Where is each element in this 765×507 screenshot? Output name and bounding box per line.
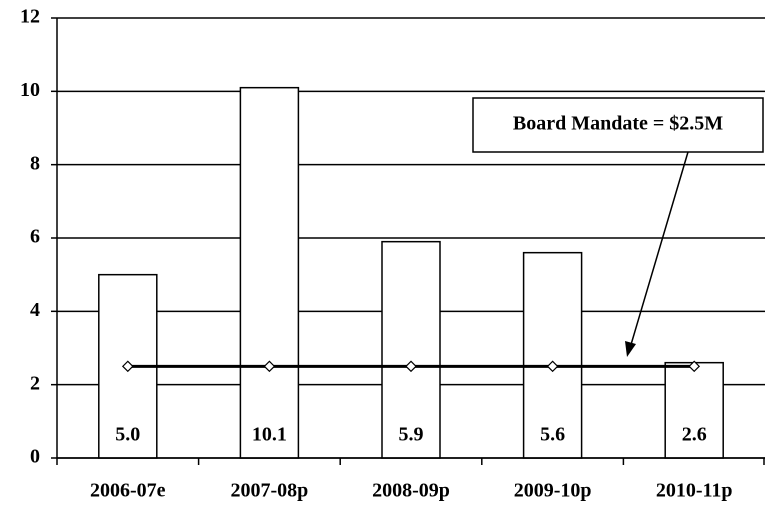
y-tick-label: 2 xyxy=(30,372,40,394)
bar xyxy=(381,240,441,459)
y-tick-label: 0 xyxy=(30,446,40,468)
data-label: 10.1 xyxy=(252,424,287,446)
y-tick-label: 10 xyxy=(20,79,40,101)
x-tick-label: 2010-11p xyxy=(656,480,733,502)
annotation-box xyxy=(472,97,764,153)
annotation: Board Mandate = $2.5M xyxy=(513,113,723,135)
annotation-arrow xyxy=(629,151,689,349)
bar xyxy=(522,251,583,459)
line-marker xyxy=(263,360,276,373)
x-tick-label: 2008-09p xyxy=(372,480,450,502)
annotation-arrowhead xyxy=(625,341,636,357)
y-tick-label: 8 xyxy=(30,152,40,174)
y-tick-label: 6 xyxy=(30,226,40,248)
y-tick-label: 4 xyxy=(30,299,40,321)
line-marker xyxy=(688,360,701,373)
data-label: 5.0 xyxy=(115,424,140,446)
data-label: 5.9 xyxy=(399,424,424,446)
bar xyxy=(239,86,300,459)
data-label: 2.6 xyxy=(682,424,707,446)
x-tick-label: 2006-07e xyxy=(90,480,166,502)
y-tick-label: 12 xyxy=(20,6,40,28)
x-tick-label: 2009-10p xyxy=(514,480,592,502)
line-marker xyxy=(121,360,134,373)
bar xyxy=(664,361,724,459)
x-tick-label: 2007-08p xyxy=(231,480,309,502)
line-marker xyxy=(405,360,417,373)
data-label: 5.6 xyxy=(540,424,565,446)
line-marker xyxy=(546,360,559,373)
